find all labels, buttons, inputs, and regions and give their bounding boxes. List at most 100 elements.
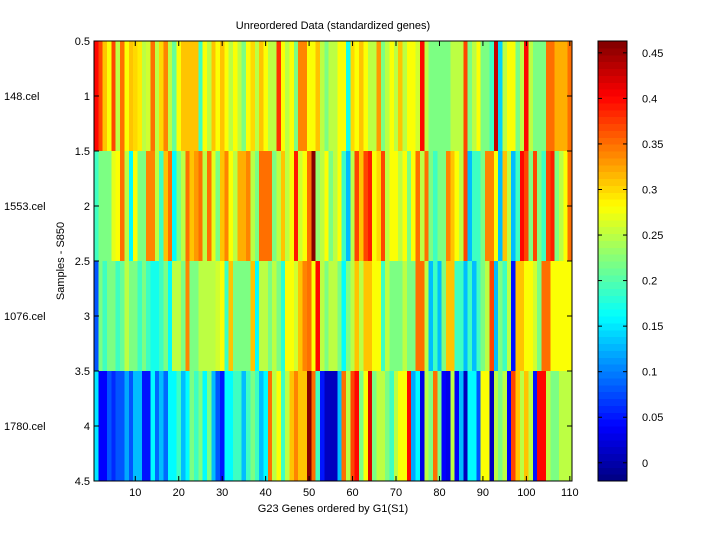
- heatmap-cell: [485, 261, 490, 372]
- colorbar-segment: [598, 233, 627, 241]
- heatmap-cell: [502, 371, 508, 482]
- colorbar-segment: [598, 316, 627, 324]
- heatmap-cell: [254, 151, 260, 262]
- heatmap-cell: [393, 151, 399, 262]
- colorbar-segment: [598, 199, 627, 207]
- heatmap-cell: [159, 371, 164, 482]
- heatmap-cell: [463, 41, 469, 152]
- heatmap-cell: [485, 371, 490, 482]
- heatmap-cell: [215, 371, 221, 482]
- heatmap-cell: [372, 41, 377, 152]
- heatmap-cell: [102, 151, 108, 262]
- heatmap-cell: [254, 371, 260, 482]
- heatmap-cell: [254, 41, 260, 152]
- colorbar-segment: [598, 212, 627, 221]
- heatmap-cell: [185, 41, 190, 152]
- heatmap-cell: [263, 151, 269, 262]
- heatmap-cell: [159, 151, 164, 262]
- heatmap-cell: [489, 41, 495, 152]
- heatmap-cell: [102, 261, 108, 372]
- heatmap-cell: [372, 371, 377, 482]
- heatmap-cell: [315, 41, 321, 152]
- heatmap-cell: [550, 371, 556, 482]
- heatmap-cell: [376, 371, 382, 482]
- colorbar-segment: [598, 336, 627, 344]
- heatmap-cell: [215, 151, 221, 262]
- heatmap-cell: [180, 371, 186, 482]
- heatmap-cell: [150, 151, 156, 262]
- x-axis-ticks: 10 20 30 40 50 60 70 80 90 100 110: [129, 41, 579, 499]
- x-tick-label: 50: [303, 487, 315, 499]
- heatmap-cell: [189, 371, 195, 482]
- heatmap-cell: [385, 261, 390, 372]
- heatmap-cell: [150, 261, 156, 372]
- colorbar-segment: [598, 474, 627, 482]
- heatmap-cell: [506, 261, 512, 372]
- heatmap-cell: [454, 151, 460, 262]
- heatmap-cell: [211, 41, 217, 152]
- heatmap-cell: [376, 41, 382, 152]
- heatmap-cell: [450, 261, 456, 372]
- heatmap-cell: [563, 41, 569, 152]
- heatmap-cell: [280, 371, 286, 482]
- heatmap-cell: [163, 41, 169, 152]
- heatmap-cell: [493, 41, 499, 152]
- colorbar-segment: [598, 82, 627, 90]
- heatmap-cell: [406, 261, 412, 372]
- colorbar-segment: [598, 54, 627, 63]
- heatmap-cell: [154, 371, 160, 482]
- heatmap-cell: [324, 151, 330, 262]
- heatmap-cell: [280, 261, 286, 372]
- heatmap-cell: [193, 151, 199, 262]
- heatmap-cell: [107, 261, 112, 372]
- heatmap-cell: [280, 41, 286, 152]
- heatmap-cell: [150, 371, 156, 482]
- heatmap-cell: [163, 151, 169, 262]
- heatmap-cell: [354, 151, 360, 262]
- heatmap-cell: [302, 151, 308, 262]
- heatmap-cell: [367, 371, 373, 482]
- row-label: 148.cel: [4, 91, 39, 103]
- heatmap-cell: [154, 151, 160, 262]
- heatmap-cell: [463, 261, 469, 372]
- colorbar-segment: [598, 460, 627, 468]
- heatmap-cell: [150, 41, 156, 152]
- heatmap-cell: [285, 41, 290, 152]
- heatmap-cell: [333, 261, 338, 372]
- x-tick-label: 70: [390, 487, 402, 499]
- heatmap-cell: [459, 261, 464, 372]
- heatmap-cell: [493, 261, 499, 372]
- x-tick-label: 30: [216, 487, 228, 499]
- heatmap-cell: [133, 371, 138, 482]
- colorbar-segment: [598, 343, 627, 351]
- colorbar-segment: [598, 288, 627, 296]
- heatmap-cell: [493, 371, 499, 482]
- colorbar-segment: [598, 322, 627, 331]
- heatmap-cell: [137, 151, 143, 262]
- heatmap-cell: [267, 151, 273, 262]
- heatmap-cell: [128, 371, 134, 482]
- heatmap-cell: [328, 151, 334, 262]
- heatmap-cell: [480, 41, 486, 152]
- heatmap-cell: [437, 151, 443, 262]
- heatmap-cell: [454, 41, 460, 152]
- heatmap-cell: [211, 371, 217, 482]
- heatmap-cell: [350, 261, 356, 372]
- heatmap-cell: [259, 41, 264, 152]
- heatmap-cell: [454, 261, 460, 372]
- heatmap-cell: [220, 371, 225, 482]
- heatmap-cell: [480, 261, 486, 372]
- y-tick-label: 3: [84, 311, 90, 323]
- heatmap-cell: [346, 41, 351, 152]
- heatmap-cell: [398, 261, 403, 372]
- heatmap-cell: [167, 151, 173, 262]
- heatmap-cell: [319, 261, 325, 372]
- y-tick-label: 0.5: [75, 36, 90, 48]
- heatmap-cell: [237, 261, 243, 372]
- heatmap-cell: [302, 371, 308, 482]
- heatmap-cell: [141, 261, 147, 372]
- heatmap-cell: [380, 261, 386, 372]
- heatmap-cell: [350, 41, 356, 152]
- heatmap-cell: [285, 151, 290, 262]
- heatmap-cell: [337, 151, 343, 262]
